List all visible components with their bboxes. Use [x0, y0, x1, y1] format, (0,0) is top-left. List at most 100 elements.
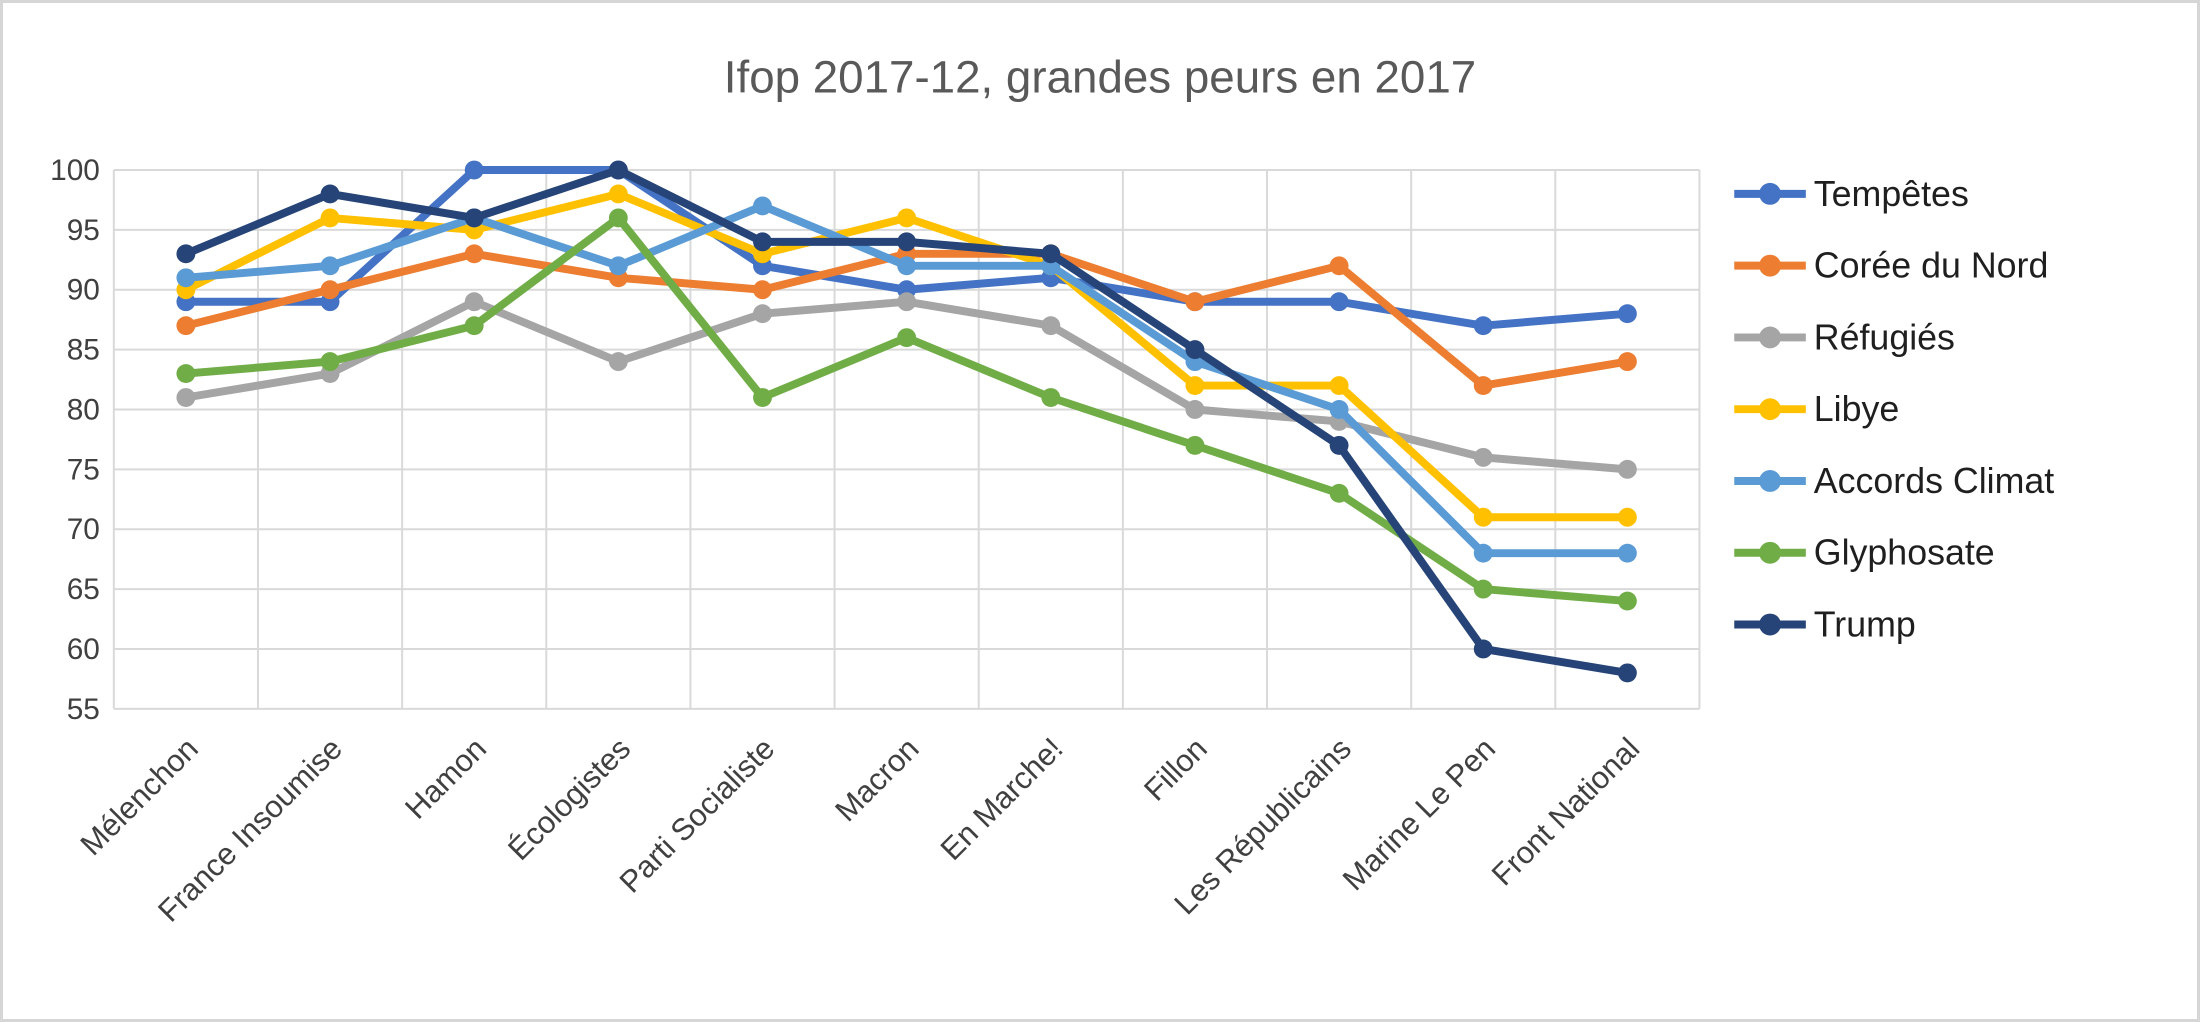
data-point-marker [320, 184, 340, 204]
data-point-marker [320, 352, 340, 372]
data-point-marker [320, 208, 340, 228]
x-axis-category-label: Mélenchon [73, 731, 204, 862]
chart-title: Ifop 2017-12, grandes peurs en 2017 [724, 51, 1476, 102]
data-point-marker [464, 316, 484, 336]
x-axis-category-label: En Marche! [934, 731, 1070, 867]
legend-dot-marker [1759, 613, 1781, 636]
data-point-marker [753, 280, 772, 300]
x-axis-category-label: Hamon [398, 731, 493, 826]
series-Corée du Nord [176, 244, 1637, 395]
y-axis-tick-label: 90 [67, 274, 100, 307]
legend-label: Accords Climat [1814, 461, 2055, 501]
legend-item-Libye: Libye [1734, 389, 1899, 429]
data-point-marker [608, 256, 628, 276]
data-point-marker [320, 256, 340, 276]
data-point-marker [1473, 639, 1493, 659]
series-Glyphosate [176, 208, 1637, 611]
data-point-marker [464, 160, 484, 180]
legend-label: Trump [1814, 604, 1916, 644]
data-point-marker [1041, 244, 1061, 264]
data-point-marker [897, 328, 917, 348]
legend-dot-marker [1759, 541, 1781, 564]
x-axis-category-label: Macron [828, 731, 925, 828]
legend-item-Glyphosate: Glyphosate [1734, 533, 1995, 573]
data-point-marker [1329, 376, 1349, 395]
data-point-marker [897, 256, 917, 276]
data-point-marker [1041, 388, 1061, 407]
data-point-marker [176, 388, 196, 407]
data-point-marker [1617, 459, 1637, 479]
y-axis-tick-label: 65 [67, 573, 100, 606]
data-point-marker [753, 388, 772, 407]
data-point-marker [608, 184, 628, 204]
data-point-marker [1185, 400, 1205, 419]
data-point-marker [1329, 256, 1349, 276]
data-point-marker [1617, 663, 1637, 683]
legend-dot-marker [1759, 470, 1781, 492]
legend-item-Trump: Trump [1734, 604, 1916, 644]
y-axis-tick-label: 85 [67, 334, 100, 367]
data-point-marker [1617, 352, 1637, 372]
data-point-marker [753, 196, 772, 216]
legend-label: Glyphosate [1814, 533, 1995, 573]
data-point-marker [176, 316, 196, 336]
data-point-marker [176, 268, 196, 288]
data-point-marker [1473, 316, 1493, 336]
legend-dot-marker [1759, 398, 1781, 421]
data-point-marker [176, 364, 196, 384]
data-point-marker [176, 244, 196, 264]
data-point-marker [1473, 447, 1493, 467]
data-point-marker [1185, 292, 1205, 312]
y-axis-tick-label: 75 [67, 453, 100, 486]
legend-dot-marker [1759, 326, 1781, 349]
data-point-marker [1185, 435, 1205, 455]
data-point-marker [464, 292, 484, 312]
data-point-marker [753, 232, 772, 252]
data-point-marker [608, 352, 628, 372]
data-point-marker [1473, 507, 1493, 527]
data-point-marker [1185, 340, 1205, 360]
data-point-marker [1041, 316, 1061, 336]
data-point-marker [464, 208, 484, 228]
x-axis-category-label: Parti Socialiste [613, 731, 782, 900]
data-point-marker [608, 208, 628, 228]
series-Réfugiés [176, 292, 1637, 479]
x-axis-category-label: Fillon [1137, 731, 1214, 808]
x-axis-category-label: Écologistes [501, 731, 637, 867]
data-point-marker [464, 244, 484, 264]
y-axis-tick-label: 100 [50, 154, 100, 187]
data-point-marker [1473, 376, 1493, 395]
legend-label: Réfugiés [1814, 317, 1955, 357]
legend-item-Tempêtes: Tempêtes [1734, 174, 1969, 214]
data-point-marker [608, 160, 628, 180]
data-point-marker [1329, 435, 1349, 455]
legend-label: Corée du Nord [1814, 246, 2049, 286]
legend-label: Libye [1814, 389, 1900, 429]
y-axis-tick-label: 60 [67, 633, 100, 666]
y-axis-tick-label: 70 [67, 513, 100, 546]
legend-label: Tempêtes [1814, 174, 1969, 214]
y-axis-tick-label: 55 [67, 693, 100, 726]
legend-item-Accords Climat: Accords Climat [1734, 461, 2054, 501]
data-point-marker [897, 232, 917, 252]
y-axis-tick-label: 95 [67, 214, 100, 247]
data-point-marker [1617, 507, 1637, 527]
data-point-marker [897, 292, 917, 312]
data-point-marker [1617, 543, 1637, 563]
data-point-marker [1185, 376, 1205, 395]
x-axis-category-label: Front National [1485, 731, 1647, 893]
data-point-marker [1617, 591, 1637, 611]
legend-dot-marker [1759, 182, 1781, 205]
data-point-marker [320, 280, 340, 300]
series-Trump [176, 160, 1637, 683]
data-point-marker [1329, 292, 1349, 312]
legend-dot-marker [1759, 254, 1781, 277]
data-point-marker [1473, 543, 1493, 563]
x-axis-category-label: Marine Le Pen [1336, 731, 1502, 897]
data-point-marker [1329, 483, 1349, 503]
data-point-marker [897, 208, 917, 228]
line-chart: Ifop 2017-12, grandes peurs en 2017 55 60 6… [50, 51, 2054, 928]
data-point-marker [1473, 579, 1493, 599]
data-point-marker [1617, 304, 1637, 324]
